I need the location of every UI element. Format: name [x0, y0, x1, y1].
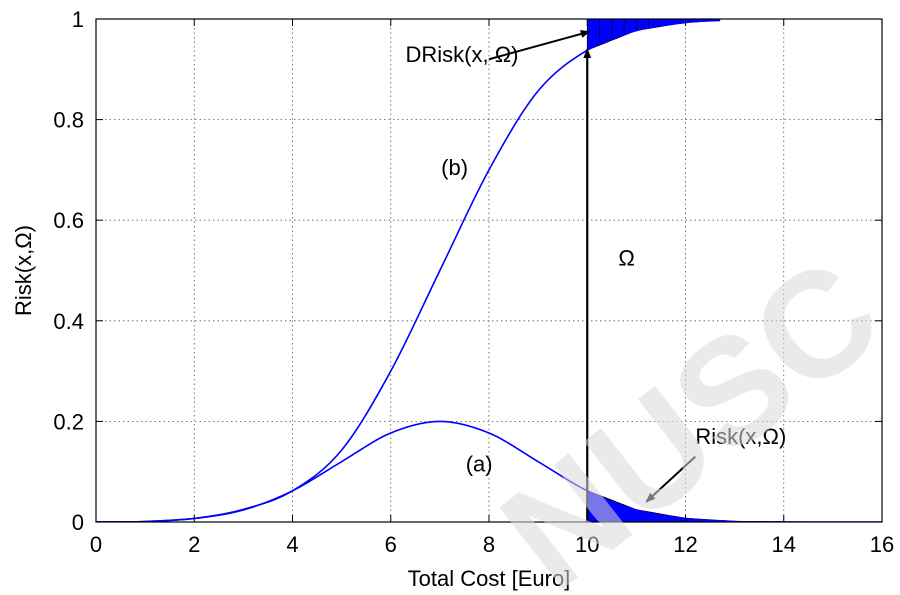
- x-tick-label: 10: [575, 532, 599, 557]
- drisk-label: DRisk(x, Ω): [405, 42, 518, 67]
- omega-label: Ω: [618, 245, 634, 270]
- x-tick-label: 4: [286, 532, 298, 557]
- x-tick-label: 12: [673, 532, 697, 557]
- grid: [96, 19, 882, 522]
- x-tick-label: 16: [870, 532, 894, 557]
- y-tick-label: 1: [72, 7, 84, 32]
- series-b-label: (b): [441, 155, 468, 180]
- risk-arrow: [645, 455, 697, 503]
- y-tick-label: 0.4: [53, 309, 84, 334]
- series-a-label: (a): [466, 452, 493, 477]
- series-b-line: [96, 19, 720, 522]
- y-tick-label: 0.6: [53, 208, 84, 233]
- annotations: (a) (b) Ω DRisk(x, Ω) Risk(x,Ω): [405, 30, 786, 522]
- x-tick-label: 0: [90, 532, 102, 557]
- x-axis-label: Total Cost [Euro]: [408, 566, 571, 591]
- y-tick-label: 0.8: [53, 108, 84, 133]
- x-tick-label: 8: [483, 532, 495, 557]
- risk-label: Risk(x,Ω): [695, 424, 786, 449]
- x-tick-label: 14: [772, 532, 796, 557]
- y-tick-label: 0: [72, 510, 84, 535]
- y-tick-label: 0.2: [53, 409, 84, 434]
- y-axis-label: Risk(x,Ω): [11, 225, 36, 316]
- axis-ticks: 0 2 4 6 8 10 12 14 16 0 0.2 0.4 0.6 0.8 1: [53, 7, 894, 557]
- drisk-arrow: [488, 30, 591, 61]
- x-tick-label: 6: [385, 532, 397, 557]
- drisk-area: [586, 18, 721, 51]
- x-tick-label: 2: [188, 532, 200, 557]
